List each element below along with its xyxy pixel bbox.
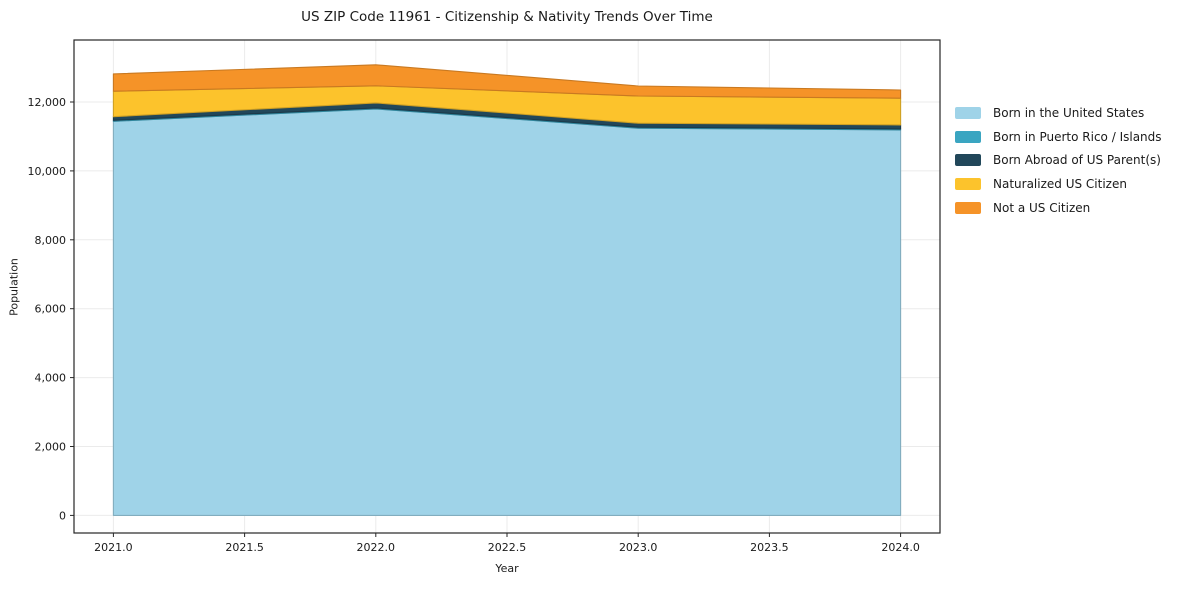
y-tick-label: 4,000 (35, 372, 67, 385)
y-tick-label: 8,000 (35, 234, 67, 247)
legend-swatch (955, 177, 981, 190)
legend-item-born-in-the-united-states: Born in the United States (955, 101, 1162, 125)
x-tick-label: 2024.0 (881, 541, 920, 554)
legend: Born in the United States Born in Puerto … (955, 101, 1162, 219)
area-born-in-the-united-states (112, 108, 902, 516)
legend-label: Born Abroad of US Parent(s) (993, 153, 1161, 168)
y-axis-label: Population (7, 258, 21, 316)
area-not-a-us-citizen (112, 64, 902, 99)
legend-label: Born in the United States (993, 105, 1145, 120)
legend-swatch (955, 201, 981, 214)
x-tick-label: 2022.0 (357, 541, 396, 554)
y-tick-label: 10,000 (28, 165, 67, 178)
x-tick-label: 2021.5 (225, 541, 264, 554)
x-axis-label: Year (495, 562, 519, 575)
chart-title: US ZIP Code 11961 - Citizenship & Nativi… (301, 9, 713, 25)
axis-ticks: 2021.0 2021.5 2022.0 2022.5 2023.0 2023.5 2024… (28, 96, 920, 554)
x-tick-label: 2021.0 (94, 541, 133, 554)
y-tick-label: 6,000 (35, 303, 67, 316)
x-tick-label: 2023.0 (619, 541, 658, 554)
legend-label: Born in Puerto Rico / Islands (993, 129, 1162, 144)
legend-item-naturalized-us-citizen: Naturalized US Citizen (955, 172, 1162, 196)
y-tick-label: 0 (59, 509, 66, 522)
legend-swatch (955, 106, 981, 119)
x-tick-label: 2023.5 (750, 541, 789, 554)
legend-item-born-in-puerto-rico-islands: Born in Puerto Rico / Islands (955, 125, 1162, 149)
legend-swatch (955, 154, 981, 167)
legend-item-not-a-us-citizen: Not a US Citizen (955, 196, 1162, 220)
y-tick-label: 2,000 (35, 441, 67, 454)
x-tick-label: 2022.5 (488, 541, 527, 554)
legend-swatch (955, 130, 981, 143)
y-tick-label: 12,000 (28, 96, 67, 109)
legend-label: Naturalized US Citizen (993, 176, 1127, 191)
legend-item-born-abroad-of-us-parent-s: Born Abroad of US Parent(s) (955, 148, 1162, 172)
legend-label: Not a US Citizen (993, 200, 1091, 215)
